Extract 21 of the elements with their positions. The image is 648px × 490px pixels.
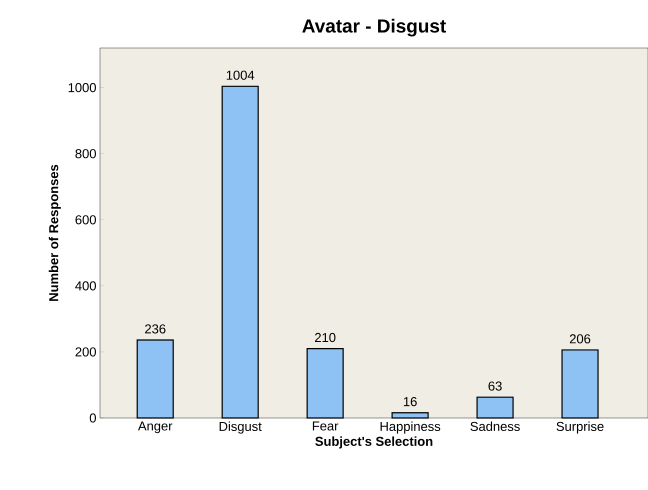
y-tick-label: 800 [75, 149, 96, 158]
x-tick-label: Disgust [220, 422, 262, 434]
data-label: 1004 [226, 70, 254, 80]
data-label: 16 [404, 397, 417, 406]
x-tick-label: Happiness [380, 422, 440, 434]
data-label: 236 [145, 324, 166, 334]
data-label: 210 [315, 332, 336, 342]
y-tick-label: 200 [76, 347, 96, 357]
x-tick-label: Sadness [470, 422, 520, 432]
chart-title: Avatar - Disgust [302, 18, 446, 36]
x-tick-label: Anger [138, 422, 172, 434]
data-label: 206 [570, 334, 590, 344]
x-axis-title: Subject's Selection [315, 436, 432, 449]
y-axis-title: Number of Responses [48, 164, 61, 301]
y-tick-label: 600 [76, 215, 96, 224]
y-tick-label: 0 [90, 413, 96, 423]
x-tick-label: Surprise [556, 422, 604, 434]
y-tick-label: 1000 [68, 83, 96, 92]
x-tick-label: Fear [312, 422, 338, 431]
data-label: 63 [488, 381, 502, 391]
y-tick-label: 400 [75, 281, 96, 290]
